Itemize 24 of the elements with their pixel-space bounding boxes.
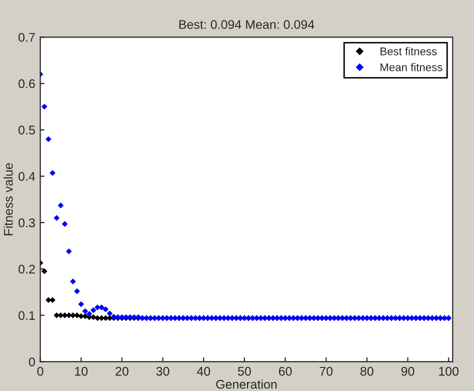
x-tick-label: 80 [360,366,374,376]
y-tick-label: 0.1 [18,311,35,320]
x-tick-label: 10 [75,366,88,376]
x-tick-label: 60 [278,366,292,376]
y-tick-label: 0 [28,357,35,366]
y-axis-title: Fitness value [4,163,13,236]
x-axis-title: Generation [216,380,277,389]
y-tick-label: 0.6 [18,79,35,88]
y-tick-label: 0.5 [18,126,35,135]
x-tick-label: 20 [116,366,128,376]
x-tick-label: 70 [320,366,333,376]
y-tick-label: 0.3 [18,218,35,228]
x-tick-label: 100 [439,366,459,376]
x-tick-label: 30 [156,366,170,376]
x-tick-label: 90 [401,366,414,376]
legend-label: Mean fitness [380,63,442,72]
legend-label: Best fitness [380,47,437,56]
chart-title: Best: 0.094 Mean: 0.094 [179,20,314,29]
x-tick-label: 0 [37,366,44,376]
y-tick-label: 0.2 [18,264,35,274]
x-tick-label: 50 [238,366,251,376]
y-tick-label: 0.4 [18,172,36,181]
y-tick-label: 0.7 [18,32,35,42]
x-tick-label: 40 [196,366,210,376]
